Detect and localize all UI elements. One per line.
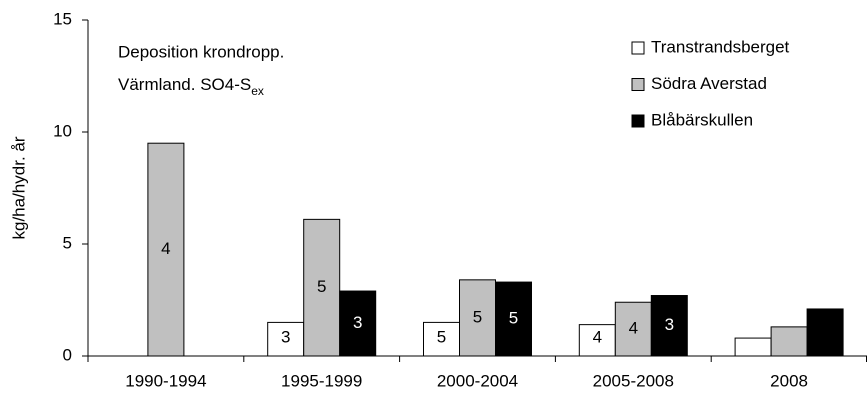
bar-count-label: 4: [593, 327, 602, 346]
x-tick-label: 1990-1994: [125, 371, 206, 390]
bar-count-label: 3: [665, 315, 674, 334]
bar-count-label: 4: [161, 239, 170, 258]
bar: [806, 308, 844, 357]
x-tick-label: 2000-2004: [437, 371, 518, 390]
bar: [423, 321, 460, 357]
bar: [267, 321, 305, 357]
legend-swatch: [631, 41, 645, 55]
bar: [770, 326, 808, 357]
bar-count-label: 5: [509, 309, 518, 328]
y-tick-label: 10: [53, 121, 72, 140]
bar: [650, 295, 688, 357]
bar: [339, 290, 377, 357]
x-tick-label: 1995-1999: [281, 371, 362, 390]
legend-label: Södra Averstad: [651, 74, 767, 93]
legend-label: Transtrandsberget: [651, 37, 790, 56]
bar-count-label: 5: [473, 307, 482, 326]
bar: [734, 337, 772, 357]
y-tick-label: 0: [63, 345, 72, 364]
bar-count-label: 3: [281, 327, 290, 346]
bar-count-label: 5: [437, 327, 446, 346]
legend-swatch: [631, 114, 645, 128]
y-axis-label: kg/ha/hydr. år: [9, 136, 28, 239]
chart-title: Värmland. SO4-Sex: [118, 75, 264, 98]
legend-label: Blåbärskullen: [651, 110, 753, 129]
bar: [614, 301, 652, 357]
chart-title: Deposition krondropp.: [118, 42, 284, 61]
title-line: Värmland. SO4-S: [118, 75, 251, 94]
legend-swatch: [631, 78, 645, 91]
x-tick-label: 2005-2008: [593, 371, 674, 390]
bar: [495, 281, 532, 357]
bar: [147, 142, 185, 357]
x-tick-label: 2008: [770, 371, 808, 390]
title-subscript: ex: [251, 84, 264, 98]
bar: [459, 279, 496, 357]
bar-count-label: 4: [629, 319, 638, 338]
bar-count-label: 3: [353, 313, 362, 332]
bar-count-label: 5: [317, 277, 326, 296]
y-tick-label: 5: [63, 233, 72, 252]
y-tick-label: 15: [53, 9, 72, 28]
